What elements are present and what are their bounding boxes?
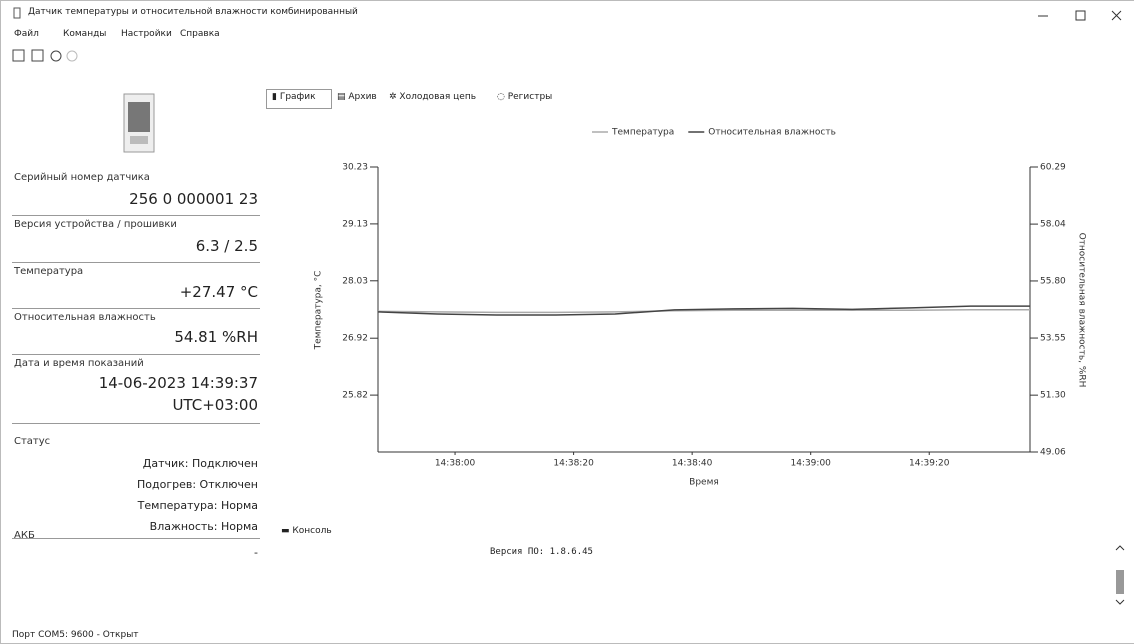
divider [12, 262, 260, 263]
x-axis-title: Время [689, 478, 719, 488]
y-tick-label: 26.92 [342, 334, 368, 344]
x-tick-label: 14:38:40 [672, 459, 713, 469]
toolbar-button[interactable] [12, 49, 25, 62]
tab-label: Регистры [507, 92, 553, 102]
battery-value: - [254, 546, 258, 559]
tab-label: Архив [348, 92, 377, 102]
close-button[interactable] [1111, 10, 1122, 21]
toolbar-button[interactable] [50, 50, 62, 62]
y2-axis-title: Относительная влажность, %RH [1077, 233, 1087, 388]
field-label: Версия устройства / прошивки [14, 219, 177, 230]
chart: Время Температура, °C Относительная влаж… [314, 128, 1087, 488]
toolbar-button[interactable] [66, 50, 78, 62]
field-label: Серийный номер датчика [14, 172, 150, 183]
app-icon [13, 7, 21, 19]
field-label: Относительная влажность [14, 312, 156, 323]
status-title: Статус [14, 436, 51, 447]
menu-item[interactable]: Файл [14, 29, 39, 39]
divider [12, 215, 260, 216]
tab[interactable]: ◌ Регистры [497, 92, 553, 102]
active-tab [266, 89, 332, 109]
y2-tick-label: 51.30 [1040, 391, 1066, 401]
divider [12, 538, 260, 539]
console-text: Версия ПО: 1.8.6.45 [490, 547, 593, 557]
menu-item[interactable]: Команды [63, 29, 107, 39]
series-line [377, 305, 1030, 316]
field-value: 14-06-2023 14:39:37 [98, 374, 258, 392]
legend-label: Относительная влажность [708, 128, 836, 138]
y2-tick-label: 60.29 [1040, 163, 1066, 173]
legend-label: Температура [611, 128, 674, 138]
tab-label: Холодовая цепь [399, 92, 477, 102]
status-item: Подогрев: Отключен [136, 478, 258, 491]
toolbar-button[interactable] [31, 49, 44, 62]
maximize-button[interactable] [1075, 10, 1086, 21]
y-tick-label: 30.23 [342, 163, 368, 173]
y-tick-label: 25.82 [342, 391, 368, 401]
x-tick-label: 14:39:00 [790, 459, 831, 469]
y-tick-label: 28.03 [342, 276, 368, 286]
menu-item[interactable]: Настройки [121, 29, 172, 39]
divider [12, 354, 260, 355]
divider [12, 308, 260, 309]
field-value: 256 0 000001 23 [129, 190, 258, 208]
field-value: 54.81 %RH [174, 328, 258, 346]
tab-label: График [279, 92, 316, 102]
x-tick-label: 14:39:20 [909, 459, 950, 469]
window-controls [1038, 10, 1122, 21]
field-value: +27.47 °C [179, 283, 258, 301]
x-tick-label: 14:38:00 [435, 459, 476, 469]
series-line [377, 309, 1030, 314]
console-label: Консоль [292, 526, 332, 536]
field-value: UTC+03:00 [172, 396, 258, 414]
tab[interactable]: ▮ График [272, 92, 316, 102]
toolbar [12, 49, 78, 62]
field-label: Температура [14, 266, 84, 277]
y2-tick-label: 58.04 [1040, 220, 1066, 230]
status-item: Температура: Норма [137, 499, 258, 512]
status-item: Влажность: Норма [149, 520, 258, 533]
y2-tick-label: 49.06 [1040, 448, 1066, 458]
battery-label: АКБ [14, 530, 35, 541]
device-image [123, 93, 155, 153]
console-title: ▬ Консоль [281, 526, 332, 536]
y2-tick-label: 55.80 [1040, 276, 1066, 286]
field-label: Дата и время показаний [14, 358, 144, 369]
status-item: Датчик: Подключен [142, 457, 258, 470]
divider [12, 423, 260, 424]
status-bar: Порт COM5: 9600 - Открыт [12, 630, 139, 640]
tab[interactable]: ▤ Архив [337, 92, 377, 102]
x-tick-label: 14:38:20 [553, 459, 594, 469]
scrollbar[interactable] [1110, 538, 1130, 618]
field-value: 6.3 / 2.5 [195, 237, 258, 255]
tab[interactable]: ✲ Холодовая цепь [389, 92, 477, 102]
window-title: Датчик температуры и относительной влажн… [28, 7, 358, 17]
menu-item[interactable]: Справка [180, 29, 220, 39]
y-tick-label: 29.13 [342, 219, 368, 229]
y2-tick-label: 53.55 [1040, 334, 1066, 344]
y-axis-title: Температура, °C [314, 271, 324, 351]
